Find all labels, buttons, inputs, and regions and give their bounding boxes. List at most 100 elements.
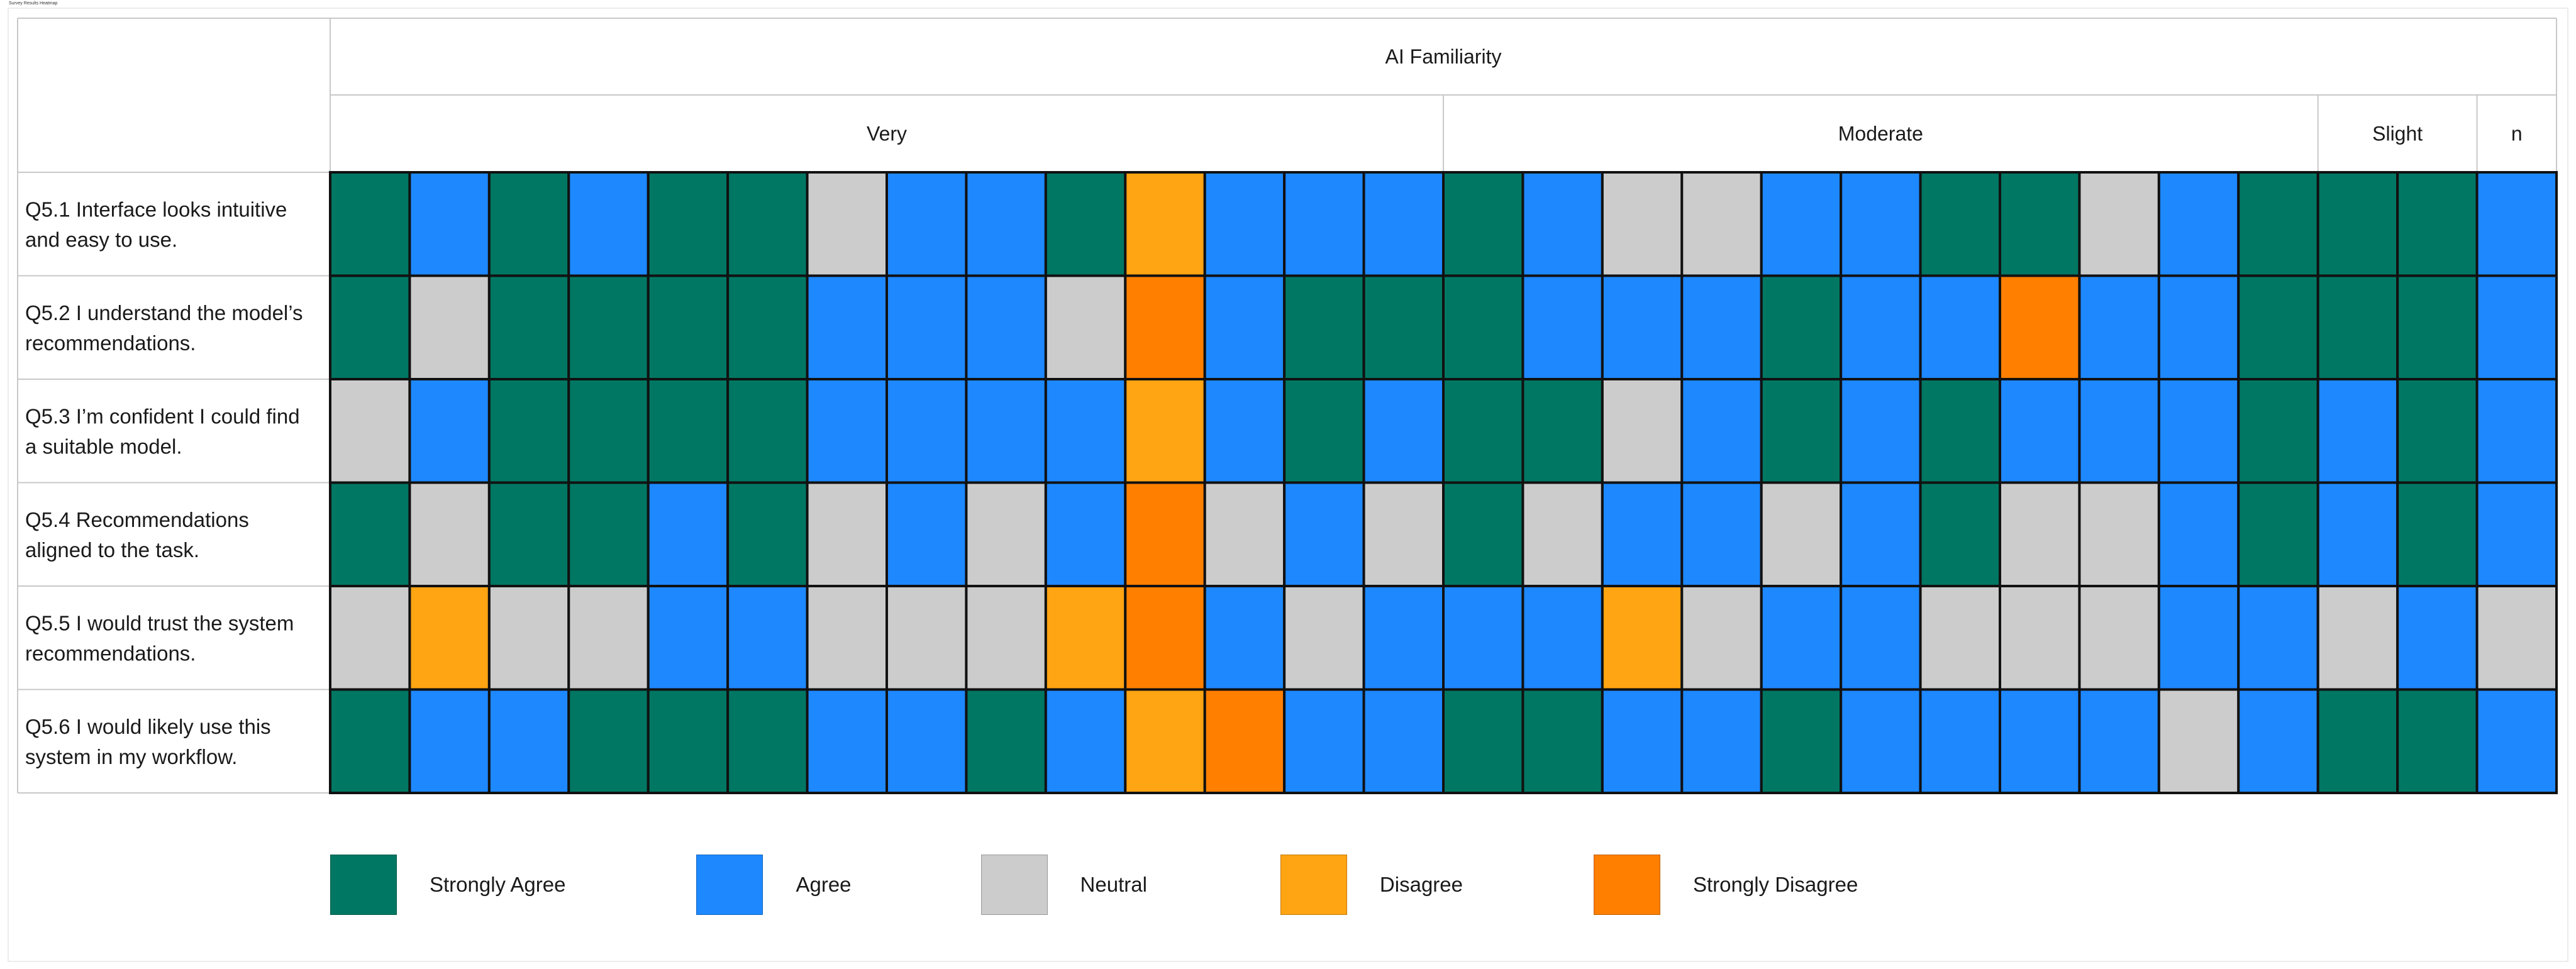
heatmap-chart: AI Familiarity Very Moderate Slight n Q5.1 In… bbox=[17, 18, 2558, 794]
column-group-very: Very bbox=[867, 123, 907, 145]
heatmap-cell-r3-c24-agree bbox=[2157, 378, 2240, 484]
heatmap-cell-r3-c7-agree bbox=[806, 378, 888, 484]
heatmap-cell-r6-c20-agree bbox=[1840, 688, 1922, 794]
heatmap-cell-r1-c14-agree bbox=[1362, 171, 1445, 277]
heatmap-cell-r3-c16-strongly-agree bbox=[1521, 378, 1604, 484]
heatmap-cell-r3-c4-strongly-agree bbox=[567, 378, 650, 484]
heatmap-cell-r1-c21-strongly-agree bbox=[1919, 171, 2002, 277]
column-group-moderate: Moderate bbox=[1838, 123, 1923, 145]
heatmap-cell-r1-c26-strongly-agree bbox=[2316, 171, 2399, 277]
column-group-n: n bbox=[2511, 123, 2523, 145]
legend-item-strongly-agree: Strongly Agree bbox=[330, 855, 565, 915]
heatmap-cell-r6-c19-strongly-agree bbox=[1760, 688, 1843, 794]
heatmap-cell-r1-c4-agree bbox=[567, 171, 650, 277]
heatmap-cell-r3-c8-agree bbox=[886, 378, 968, 484]
heatmap-cell-r4-c7-neutral bbox=[806, 481, 888, 587]
heatmap-cell-r4-c3-strongly-agree bbox=[487, 481, 570, 587]
heatmap-cell-r3-c14-agree bbox=[1362, 378, 1445, 484]
heatmap-cell-r4-c24-agree bbox=[2157, 481, 2240, 587]
heatmap-cell-r2-c14-strongly-agree bbox=[1362, 274, 1445, 380]
heatmap-cell-r3-c11-disagree bbox=[1124, 378, 1206, 484]
heatmap-cell-r2-c10-neutral bbox=[1044, 274, 1127, 380]
heatmap-cell-r5-c16-agree bbox=[1521, 585, 1604, 691]
heatmap-cell-r6-c9-strongly-agree bbox=[965, 688, 1047, 794]
heatmap-cell-r2-c5-strongly-agree bbox=[647, 274, 730, 380]
heatmap-cell-r5-c23-neutral bbox=[2078, 585, 2160, 691]
heatmap-cell-r5-c8-neutral bbox=[886, 585, 968, 691]
figure-frame bbox=[8, 8, 2568, 962]
heatmap-cell-r1-c6-strongly-agree bbox=[726, 171, 809, 277]
heatmap-cell-r2-c15-strongly-agree bbox=[1442, 274, 1524, 380]
heatmap-cell-r3-c12-agree bbox=[1203, 378, 1286, 484]
heatmap-cell-r6-c5-strongly-agree bbox=[647, 688, 730, 794]
heatmap-cell-r3-c27-strongly-agree bbox=[2396, 378, 2479, 484]
legend-label-disagree: Disagree bbox=[1379, 873, 1463, 896]
legend-item-disagree: Disagree bbox=[1280, 855, 1463, 915]
heatmap-cell-r4-c25-strongly-agree bbox=[2237, 481, 2319, 587]
heatmap-cell-r5-c4-neutral bbox=[567, 585, 650, 691]
heatmap-cell-r3-c3-strongly-agree bbox=[487, 378, 570, 484]
heatmap-cell-r3-c25-strongly-agree bbox=[2237, 378, 2319, 484]
heatmap-cell-r3-c2-agree bbox=[408, 378, 491, 484]
heatmap-cell-r4-c26-agree bbox=[2316, 481, 2399, 587]
row-label-q5-3: Q5.3 I’m confident I could find a suitabl… bbox=[25, 404, 300, 458]
heatmap-cell-r4-c8-agree bbox=[886, 481, 968, 587]
heatmap-cell-r2-c24-agree bbox=[2157, 274, 2240, 380]
heatmap-cell-r6-c15-strongly-agree bbox=[1442, 688, 1524, 794]
heatmap-cell-r6-c17-agree bbox=[1601, 688, 1684, 794]
heatmap-cell-r5-c13-neutral bbox=[1283, 585, 1365, 691]
heatmap-cell-r5-c26-neutral bbox=[2316, 585, 2399, 691]
heatmap-cell-r6-c6-strongly-agree bbox=[726, 688, 809, 794]
heatmap-cell-r4-c22-neutral bbox=[1999, 481, 2081, 587]
heatmap-cell-r4-c19-neutral bbox=[1760, 481, 1843, 587]
heatmap-cell-r4-c9-neutral bbox=[965, 481, 1047, 587]
heatmap-cell-r6-c3-agree bbox=[487, 688, 570, 794]
heatmap-cell-r2-c16-agree bbox=[1521, 274, 1604, 380]
heatmap-cell-r5-c20-agree bbox=[1840, 585, 1922, 691]
legend-swatch-disagree bbox=[1280, 855, 1347, 915]
heatmap-cell-r1-c7-neutral bbox=[806, 171, 888, 277]
heatmap-cell-r3-c10-agree bbox=[1044, 378, 1127, 484]
legend-label-strongly-disagree: Strongly Disagree bbox=[1693, 873, 1858, 896]
heatmap-cell-r5-c2-disagree bbox=[408, 585, 491, 691]
heatmap-cell-r3-c17-neutral bbox=[1601, 378, 1684, 484]
heatmap-cell-r3-c28-agree bbox=[2475, 378, 2558, 484]
heatmap-cell-r4-c14-neutral bbox=[1362, 481, 1445, 587]
heatmap-cell-r1-c8-agree bbox=[886, 171, 968, 277]
heatmap-cell-r6-c18-agree bbox=[1680, 688, 1763, 794]
heatmap-cell-r6-c24-neutral bbox=[2157, 688, 2240, 794]
heatmap-cell-r3-c26-agree bbox=[2316, 378, 2399, 484]
row-label-q5-5: Q5.5 I would trust the system recommendat… bbox=[25, 611, 294, 665]
legend: Strongly Agree Agree Neutral Disagree St… bbox=[330, 853, 1858, 916]
heatmap-cell-r6-c7-agree bbox=[806, 688, 888, 794]
heatmap-cell-r4-c11-strongly-disagree bbox=[1124, 481, 1206, 587]
heatmap-cell-r1-c12-agree bbox=[1203, 171, 1286, 277]
heatmap-cell-r2-c2-neutral bbox=[408, 274, 491, 380]
heatmap-cell-r1-c3-strongly-agree bbox=[487, 171, 570, 277]
heatmap-cell-r5-c10-disagree bbox=[1044, 585, 1127, 691]
heatmap-cell-r5-c28-neutral bbox=[2475, 585, 2558, 691]
figure-small-title: Survey Results Heatmap bbox=[9, 1, 58, 6]
heatmap-cell-r1-c24-agree bbox=[2157, 171, 2240, 277]
heatmap-cell-r3-c9-agree bbox=[965, 378, 1047, 484]
heatmap-cell-r3-c6-strongly-agree bbox=[726, 378, 809, 484]
heatmap-cell-r1-c15-strongly-agree bbox=[1442, 171, 1524, 277]
legend-label-strongly-agree: Strongly Agree bbox=[430, 873, 566, 896]
heatmap-cell-r6-c10-agree bbox=[1044, 688, 1127, 794]
heatmap-cell-r6-c25-agree bbox=[2237, 688, 2319, 794]
row-label-q5-2: Q5.2 I understand the model’s recommendat… bbox=[25, 301, 303, 355]
heatmap-cell-r2-c20-agree bbox=[1840, 274, 1922, 380]
heatmap-cell-r6-c14-agree bbox=[1362, 688, 1445, 794]
heatmap-cell-r4-c2-neutral bbox=[408, 481, 491, 587]
heatmap-cell-r5-c25-agree bbox=[2237, 585, 2319, 691]
heatmap-cell-r1-c23-neutral bbox=[2078, 171, 2160, 277]
heatmap-cell-r4-c18-agree bbox=[1680, 481, 1763, 587]
heatmap-cell-r5-c7-neutral bbox=[806, 585, 888, 691]
heatmap-cell-r2-c13-strongly-agree bbox=[1283, 274, 1365, 380]
heatmap-cell-r6-c23-agree bbox=[2078, 688, 2160, 794]
heatmap-cell-r4-c20-agree bbox=[1840, 481, 1922, 587]
heatmap-cell-r6-c13-agree bbox=[1283, 688, 1365, 794]
heatmap-cell-r4-c6-strongly-agree bbox=[726, 481, 809, 587]
heatmap-cell-r1-c25-strongly-agree bbox=[2237, 171, 2319, 277]
heatmap-cell-r5-c6-agree bbox=[726, 585, 809, 691]
